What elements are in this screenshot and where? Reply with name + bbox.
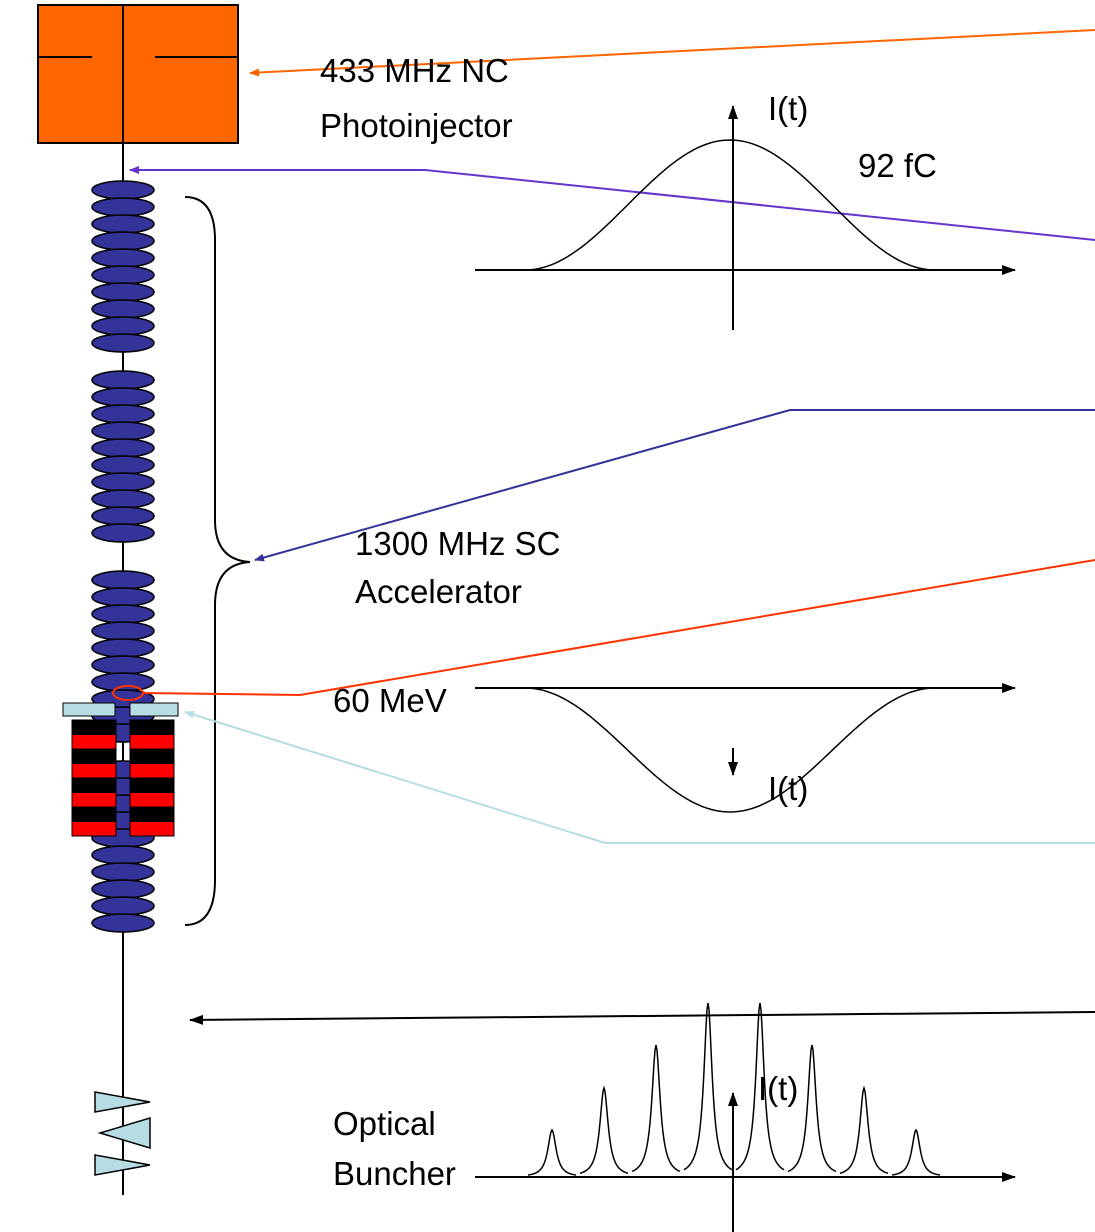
- connector: [129, 166, 1095, 241]
- micro-bunch: [891, 1128, 941, 1176]
- cavity-cell: [91, 282, 155, 302]
- magnet-pole: [129, 777, 175, 793]
- cavity-cell: [91, 587, 155, 607]
- label: 433 MHz NC: [320, 52, 509, 89]
- magnet-pole: [71, 748, 117, 764]
- axis-label: I(t): [768, 770, 808, 807]
- cavity-cell: [91, 672, 155, 692]
- connector: [184, 710, 1095, 844]
- axis-label: I(t): [768, 90, 808, 127]
- magnet-pole: [129, 719, 175, 735]
- magnet-pole: [71, 719, 117, 735]
- brace: [184, 196, 251, 926]
- cavities: [91, 180, 155, 933]
- cavity-cell: [91, 455, 155, 475]
- curves: [515, 139, 943, 1176]
- cavity-cell: [91, 570, 155, 590]
- cavity-cell: [91, 523, 155, 543]
- cavity-cell: [91, 316, 155, 336]
- cavity-cell: [91, 862, 155, 882]
- cavity-cell: [91, 387, 155, 407]
- cavity-cell: [91, 655, 155, 675]
- cavity-cell: [91, 197, 155, 217]
- axis-label: I(t): [758, 1070, 798, 1107]
- cavity-cell: [91, 896, 155, 916]
- cavity-cell: [91, 299, 155, 319]
- magnet-pole: [129, 734, 175, 750]
- micro-bunch: [579, 1085, 629, 1175]
- pulse-curve: [515, 139, 943, 271]
- annotation: 92 fC: [858, 147, 937, 184]
- magnet-pole: [71, 734, 117, 750]
- buncher-prisms: [94, 1091, 151, 1176]
- cavity-cell: [91, 879, 155, 899]
- magnet-pole: [129, 748, 175, 764]
- magnet-pole: [71, 806, 117, 822]
- magnet-pole: [129, 792, 175, 808]
- cavity-cell: [91, 621, 155, 641]
- slit: [62, 702, 116, 717]
- cavity-cell: [91, 845, 155, 865]
- cavity-cell: [91, 248, 155, 268]
- micro-bunch: [527, 1128, 577, 1176]
- micro-bunch: [839, 1085, 889, 1175]
- cavity-cell: [91, 265, 155, 285]
- photoinjector-box: [37, 4, 239, 144]
- cavity-cell: [91, 370, 155, 390]
- label: 60 MeV: [333, 682, 447, 719]
- connector: [141, 559, 1095, 697]
- cavity-cell: [91, 604, 155, 624]
- magnet-pole: [129, 821, 175, 837]
- magnet-pole: [71, 777, 117, 793]
- connector: [249, 29, 1095, 77]
- undulator: [71, 719, 175, 837]
- cavity-cell: [91, 472, 155, 492]
- slit: [129, 702, 179, 717]
- cavity-cell: [91, 180, 155, 200]
- magnet-pole: [71, 792, 117, 808]
- magnet-pole: [129, 763, 175, 779]
- connector: [254, 409, 1095, 562]
- micro-bunch: [787, 1044, 837, 1173]
- label: Accelerator: [355, 573, 522, 610]
- label: Photoinjector: [320, 107, 513, 144]
- pulse-curve: [515, 687, 943, 813]
- magnet-pole: [71, 821, 117, 837]
- cavity-cell: [91, 404, 155, 424]
- cavity-cell: [91, 214, 155, 234]
- micro-bunch: [683, 1002, 733, 1171]
- micro-bunch: [735, 1002, 785, 1171]
- label: Buncher: [333, 1155, 456, 1192]
- cavity-cell: [91, 333, 155, 353]
- cavity-cell: [91, 913, 155, 933]
- cavity-cell: [91, 506, 155, 526]
- cavity-cell: [91, 231, 155, 251]
- cavity-cell: [91, 421, 155, 441]
- cavity-cell: [91, 489, 155, 509]
- label: Optical: [333, 1105, 436, 1142]
- label: 1300 MHz SC: [355, 525, 560, 562]
- magnet-pole: [71, 763, 117, 779]
- cavity-cell: [91, 438, 155, 458]
- connector: [189, 1011, 1095, 1025]
- cavity-cell: [91, 638, 155, 658]
- magnet-pole: [129, 806, 175, 822]
- micro-bunch: [631, 1044, 681, 1173]
